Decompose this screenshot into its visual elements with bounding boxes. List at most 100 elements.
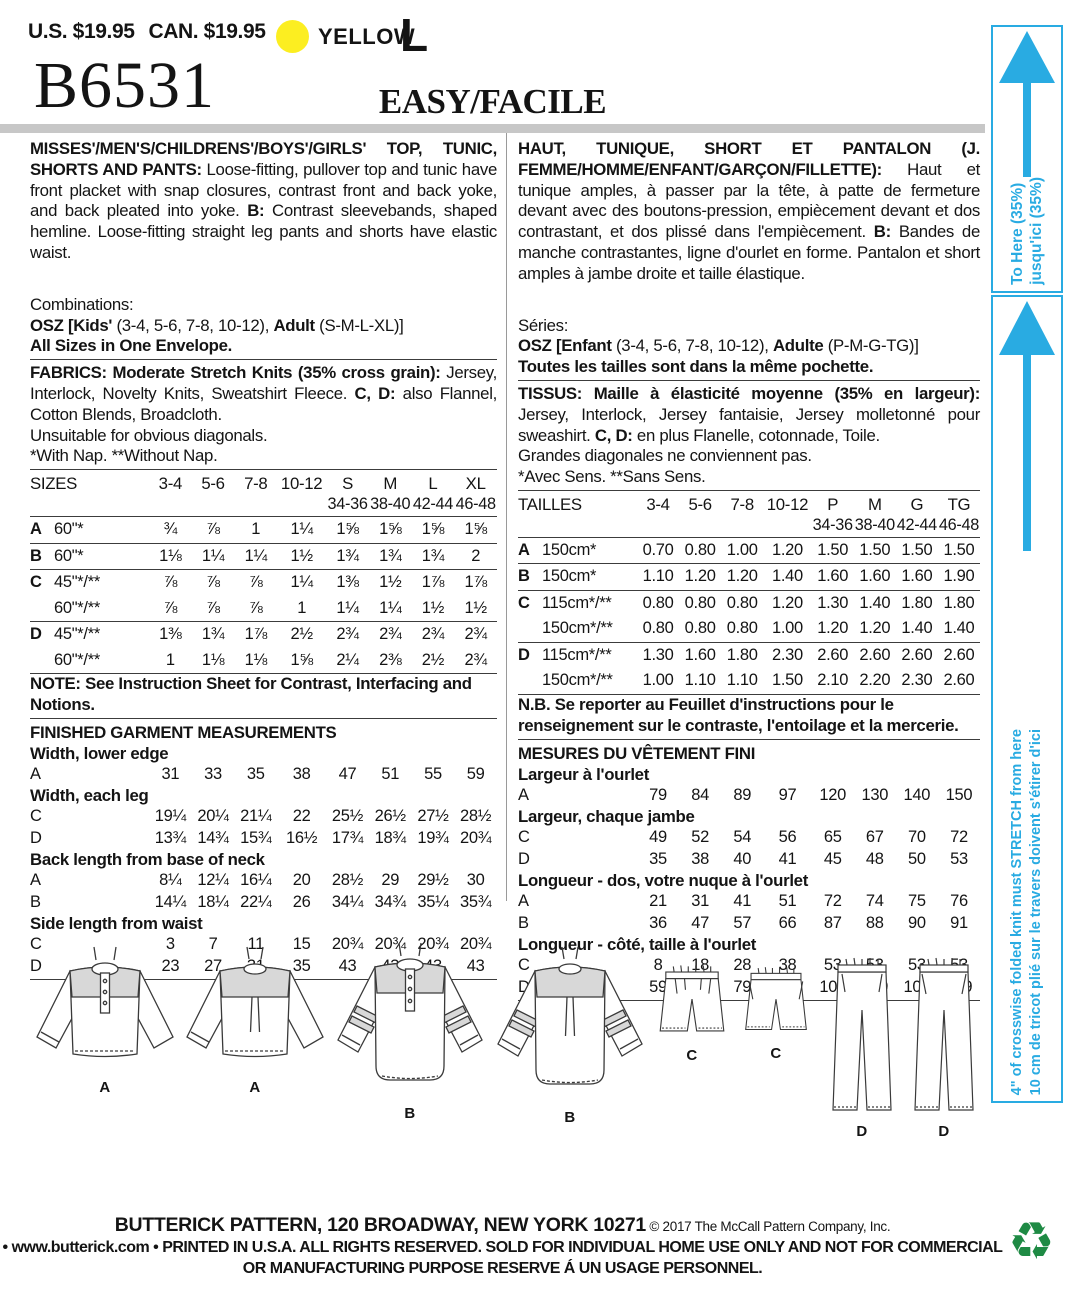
- table-cell: 1⅞: [464, 573, 487, 592]
- table-cell: 49: [649, 828, 667, 847]
- table-cell: 1⅞: [421, 573, 445, 592]
- table-cell: 11: [247, 935, 264, 954]
- table-cell: 2½: [290, 625, 313, 644]
- table-cell: 26½: [374, 807, 407, 826]
- measurements: Width, lower edge A 31 33 35 38 47 51: [30, 743, 497, 978]
- table-cell: 27: [204, 956, 222, 975]
- osz-sizes: (3-4, 5-6, 7-8, 10-12),: [112, 315, 274, 335]
- col-header: XL: [465, 474, 486, 494]
- table-cell: 1: [251, 520, 261, 539]
- table-row: C 115cm*/** 0.80 0.80 0.80 1.20 1.30 1.4…: [518, 591, 980, 617]
- size-table: SIZES 3-4 5-6 7-8 10-12 S M L XL 34-36 38…: [30, 473, 497, 675]
- table-cell: 33: [204, 764, 222, 783]
- unsuitable-line: Grandes diagonales ne conviennent pas.: [518, 446, 812, 466]
- subcol-header: 38-40: [370, 495, 411, 514]
- unsuitable-line: Unsuitable for obvious diagonals.: [30, 425, 268, 445]
- view-letter: B: [518, 913, 529, 932]
- can-price: CAN. $19.95: [148, 20, 266, 43]
- table-cell: 2.10: [817, 671, 849, 690]
- fabrics-paragraph: TISSUS: Maille à élasticité moyenne (35%…: [518, 384, 980, 446]
- table-cell: 1¼: [290, 520, 313, 539]
- table-cell: 90: [907, 913, 926, 932]
- stretch-en-pre: 4" of crosswise folded knit must: [1009, 868, 1025, 1095]
- table-cell: 1.60: [817, 567, 849, 586]
- view-letter: A: [518, 785, 529, 804]
- fabrics-cd-bold: C, D:: [354, 383, 396, 403]
- table-cell: 8: [653, 956, 663, 975]
- subcol-header: 34-36: [812, 515, 853, 534]
- table-cell: 0.70: [642, 540, 674, 559]
- size-table-title: TAILLES: [518, 494, 582, 514]
- fabrics-extra: also Flannel, Cotton Blends, Broadcloth.: [30, 383, 497, 424]
- fabric-width: 150cm*: [542, 540, 597, 559]
- pants-d-front-illustration: [832, 957, 892, 1111]
- table-cell: 19¾: [417, 828, 449, 847]
- color-name: YELLOW: [318, 24, 416, 49]
- view-letter: C: [518, 593, 530, 612]
- table-cell: 1.50: [943, 540, 975, 559]
- garment-b-front: B: [330, 940, 490, 1122]
- all-sizes-bold: All Sizes in One Envelope.: [30, 336, 233, 356]
- table-row: 60"*/** ⅞ ⅞ ⅞ 1 1¼ 1¼ 1½ 1½: [30, 596, 497, 623]
- table-cell: 47: [338, 764, 357, 783]
- description: MISSES'/MEN'S/CHILDRENS'/BOYS'/GIRLS' TO…: [30, 139, 497, 264]
- table-cell: 2.60: [901, 645, 933, 664]
- table-cell: 1½: [464, 598, 487, 617]
- table-cell: 0.80: [684, 593, 716, 612]
- table-cell: 1.40: [771, 567, 803, 586]
- table-cell: 2.60: [859, 645, 891, 664]
- shorts-c-front-illustration: [659, 965, 725, 1032]
- pattern-number: B6531: [34, 49, 216, 122]
- garment-label: A: [249, 1079, 261, 1096]
- table-cell: ¾: [163, 520, 178, 539]
- table-row: C 3 7 11 15 20¾ 20¾ 20¾ 20¾: [30, 934, 497, 956]
- measure-group: Width, each leg C 19¼ 20¼ 21¼ 22 25½ 2: [30, 785, 497, 849]
- table-cell: 2.20: [859, 671, 891, 690]
- table-cell: 35: [292, 956, 311, 975]
- rights-line-2: OR MANUFACTURING PURPOSE RESERVE Á UN US…: [242, 1260, 763, 1277]
- table-cell: 70: [907, 828, 926, 847]
- osz-bold: OSZ [Enfant: [518, 336, 612, 356]
- table-cell: 1.50: [771, 671, 803, 690]
- table-cell: 35: [649, 849, 667, 868]
- measure-heading: Back length from base of neck: [30, 850, 265, 870]
- fabrics-paragraph: FABRICS: Moderate Stretch Knits (35% cro…: [30, 363, 497, 425]
- view-letter: [30, 648, 54, 674]
- table-cell: 18¾: [374, 828, 407, 847]
- table-cell: 1.10: [684, 671, 716, 690]
- table-cell: 29½: [417, 871, 449, 890]
- to-here-vertical-text: To Here (35%) jusqu'ici (35%): [1008, 177, 1046, 285]
- col-header: 7-8: [730, 494, 755, 514]
- osz-line: OSZ [Kids' (3-4, 5-6, 7-8, 10-12), Adult…: [30, 316, 497, 337]
- view-letter: C: [30, 807, 42, 826]
- table-row: 150cm*/** 1.00 1.10 1.10 1.50 2.10 2.20 …: [518, 668, 980, 695]
- table-cell: 97: [778, 785, 797, 804]
- difficulty-label: EASY/FACILE: [378, 82, 607, 121]
- table-cell: ⅞: [206, 520, 220, 539]
- size-table: TAILLES 3-4 5-6 7-8 10-12 P M G TG 34-36…: [518, 494, 980, 695]
- recycle-icon: ♻: [1008, 1212, 1055, 1272]
- fabric-width: 60"*/**: [54, 598, 100, 617]
- fabric-width: 60"*: [54, 546, 84, 565]
- size-table-body: A 150cm* 0.70 0.80 1.00 1.20 1.50 1.50 1…: [518, 538, 980, 695]
- table-cell: 2¾: [464, 625, 487, 644]
- french-column: HAUT, TUNIQUE, SHORT ET PANTALON (J. FEM…: [518, 139, 980, 1004]
- table-cell: 65: [823, 828, 842, 847]
- table-cell: 41: [778, 849, 797, 868]
- table-cell: 2¾: [421, 625, 445, 644]
- table-cell: 1.60: [859, 567, 891, 586]
- table-cell: 1.00: [726, 540, 758, 559]
- table-cell: 1.50: [859, 540, 891, 559]
- fabrics-heading: TISSUS: Maille à élasticité moyenne (35%…: [518, 383, 980, 403]
- table-cell: 1.20: [684, 567, 716, 586]
- fabrics-cd-bold: C, D:: [594, 425, 633, 445]
- table-cell: 38: [691, 849, 709, 868]
- table-cell: 43: [338, 956, 357, 975]
- fabrics-list: Jersey, Interlock, Novelty Knits, Sweats…: [30, 363, 498, 403]
- measure-heading: Side length from waist: [30, 914, 203, 934]
- note-bold: NOTE: See Instruction Sheet for Contrast…: [30, 674, 472, 714]
- view-letter: B: [30, 892, 41, 911]
- note-bold: N.B. Se reporter au Feuillet d'instructi…: [518, 694, 959, 735]
- table-cell: 36: [649, 913, 667, 932]
- table-cell: 1.10: [642, 567, 674, 586]
